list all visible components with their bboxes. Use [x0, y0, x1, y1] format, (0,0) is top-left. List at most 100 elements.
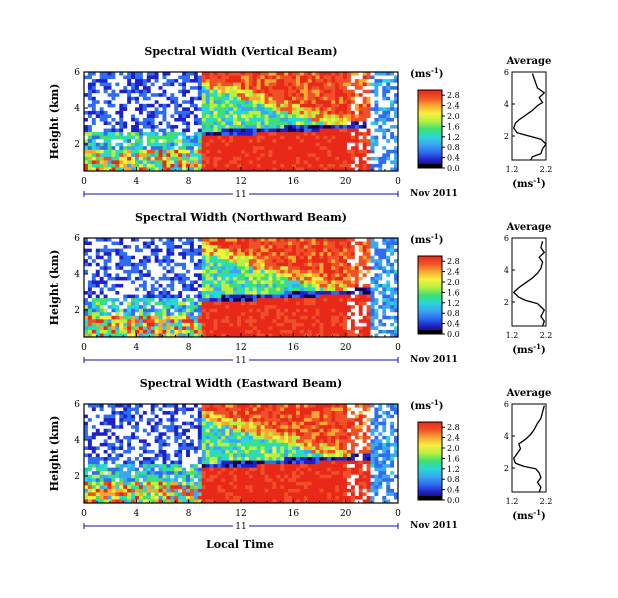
- heatmap-cell: [205, 103, 211, 108]
- heatmap-cell: [307, 291, 313, 295]
- heatmap-cell: [123, 478, 128, 483]
- heatmap-cell: [311, 291, 316, 295]
- heatmap-cell: [362, 294, 368, 299]
- heatmap-cell: [225, 107, 230, 112]
- heatmap-cell: [354, 82, 360, 87]
- heatmap-cell: [264, 266, 269, 271]
- heatmap-cell: [295, 291, 301, 295]
- heatmap-cell: [299, 312, 305, 317]
- heatmap-cell: [237, 294, 242, 299]
- heatmap-cell: [260, 255, 265, 260]
- heatmap-cell: [154, 79, 159, 84]
- heatmap-cell: [315, 139, 320, 144]
- heatmap-cell: [327, 266, 332, 271]
- heatmap-cell: [193, 280, 199, 285]
- heatmap-cell: [123, 269, 128, 274]
- heatmap-cell: [268, 153, 273, 158]
- heatmap-cell: [295, 294, 301, 299]
- heatmap-cell: [299, 114, 305, 119]
- heatmap-cell: [362, 114, 368, 119]
- heatmap-cell: [166, 160, 171, 165]
- heatmap-cell: [331, 107, 336, 112]
- heatmap-cell: [123, 460, 128, 465]
- heatmap-cell: [237, 121, 242, 126]
- heatmap-cell: [115, 298, 120, 303]
- heatmap-cell: [339, 245, 344, 250]
- heatmap-cell: [146, 86, 152, 91]
- heatmap-cell: [292, 238, 297, 242]
- heatmap-cell: [197, 241, 203, 246]
- heatmap-cell: [186, 322, 191, 327]
- heatmap-cell: [213, 283, 218, 288]
- heatmap-cell: [103, 481, 108, 486]
- heatmap-cell: [233, 72, 238, 76]
- heatmap-cell: [307, 128, 313, 133]
- heatmap-cell: [127, 305, 132, 310]
- heatmap-cell: [272, 238, 277, 242]
- heatmap-cell: [87, 89, 93, 94]
- heatmap-cell: [119, 329, 124, 334]
- heatmap-cell: [252, 82, 258, 87]
- heatmap-cell: [115, 100, 120, 105]
- heatmap-cell: [244, 308, 250, 313]
- heatmap-cell: [119, 110, 124, 115]
- heatmap-cell: [331, 160, 336, 165]
- heatmap-cell: [111, 125, 116, 129]
- heatmap-cell: [280, 79, 285, 84]
- heatmap-cell: [158, 86, 163, 91]
- heatmap-cell: [229, 82, 234, 87]
- heatmap-cell: [241, 86, 246, 91]
- heatmap-cell: [189, 132, 195, 137]
- heatmap-cell: [123, 241, 128, 246]
- heatmap-cell: [91, 499, 97, 504]
- heatmap-cell: [87, 407, 93, 412]
- heatmap-cell: [91, 404, 97, 408]
- heatmap-cell: [182, 100, 187, 105]
- heatmap-cell: [107, 428, 112, 433]
- heatmap-cell: [138, 139, 144, 144]
- heatmap-cell: [162, 86, 167, 91]
- heatmap-cell: [237, 149, 242, 154]
- heatmap-cell: [374, 262, 379, 267]
- heatmap-cell: [288, 82, 293, 87]
- heatmap-cell: [315, 294, 320, 299]
- heatmap-cell: [327, 146, 332, 151]
- heatmap-cell: [150, 291, 156, 295]
- heatmap-cell: [91, 488, 97, 493]
- heatmap-cell: [280, 156, 285, 161]
- heatmap-cell: [241, 266, 246, 271]
- heatmap-cell: [131, 110, 136, 115]
- heatmap-cell: [378, 114, 383, 119]
- heatmap-cell: [272, 149, 277, 154]
- heatmap-cell: [127, 117, 132, 122]
- heatmap-cell: [84, 312, 89, 317]
- heatmap-cell: [87, 146, 93, 151]
- heatmap-cell: [174, 163, 179, 168]
- heatmap-cell: [99, 121, 105, 126]
- average-frame: [511, 237, 547, 327]
- heatmap-cell: [288, 298, 293, 303]
- heatmap-cell: [205, 160, 211, 165]
- heatmap-cell: [91, 146, 97, 151]
- heatmap-cell: [209, 333, 214, 338]
- heatmap-cell: [107, 418, 112, 423]
- heatmap-cell: [370, 322, 375, 327]
- heatmap-cell: [366, 319, 371, 324]
- heatmap-cell: [186, 291, 191, 295]
- heatmap-cell: [186, 139, 191, 144]
- heatmap-cell: [131, 135, 136, 140]
- heatmap-cell: [264, 160, 269, 165]
- heatmap-cell: [315, 269, 320, 274]
- heatmap-cell: [182, 255, 187, 260]
- heatmap-cell: [205, 149, 211, 154]
- heatmap-cell: [394, 287, 399, 292]
- heatmap-cell: [292, 135, 297, 140]
- heatmap-cell: [280, 241, 285, 246]
- heatmap-cell: [358, 283, 364, 288]
- heatmap-cell: [209, 100, 214, 105]
- heatmap-cell: [142, 128, 148, 133]
- heatmap-cell: [362, 156, 368, 161]
- heatmap-cell: [339, 238, 344, 242]
- heatmap-cell: [205, 156, 211, 161]
- heatmap-cell: [374, 86, 379, 91]
